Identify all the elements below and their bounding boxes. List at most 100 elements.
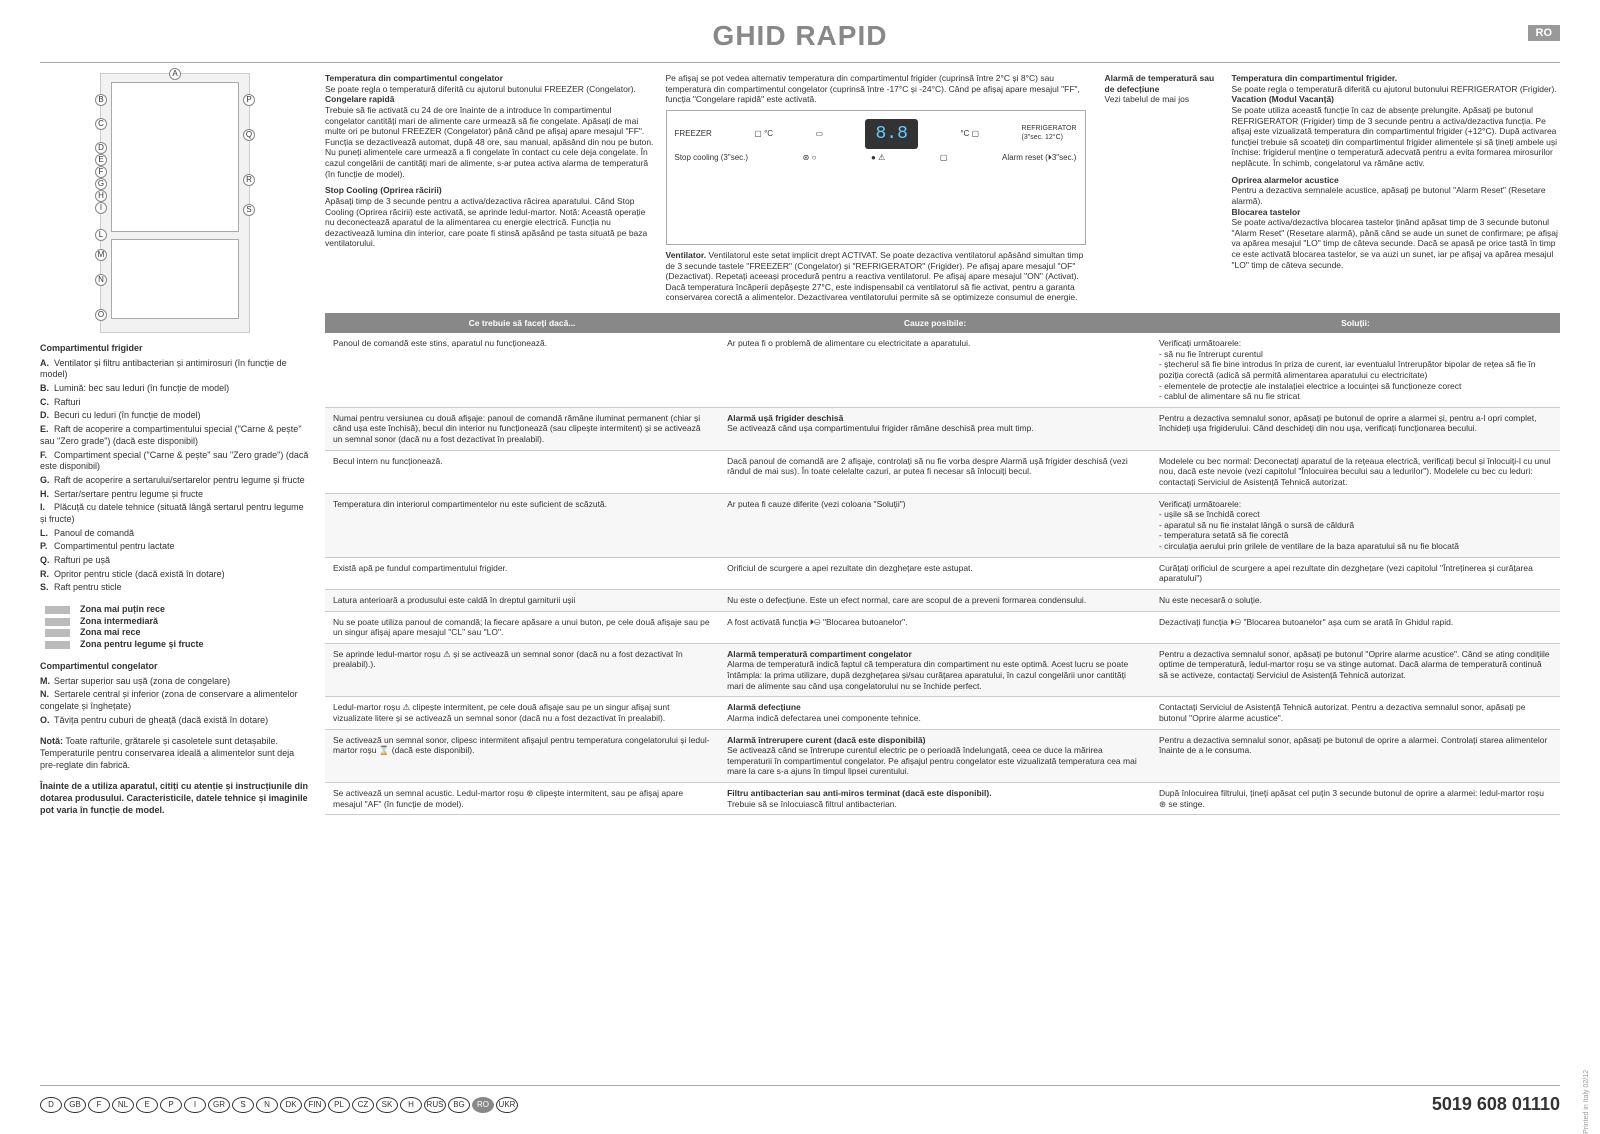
table-cell: Modelele cu bec normal: Deconectați apar… xyxy=(1151,450,1560,493)
troubleshooting-table: Ce trebuie să faceți dacă...Cauze posibi… xyxy=(325,313,1560,815)
table-cell: După înlocuirea filtrului, țineți apăsat… xyxy=(1151,783,1560,815)
lang-code: FIN xyxy=(304,1097,326,1113)
lang-code: I xyxy=(184,1097,206,1113)
lang-code: E xyxy=(136,1097,158,1113)
page-title: GHID RAPID xyxy=(40,20,1560,52)
table-cell: Pentru a dezactiva semnalul sonor, apăsa… xyxy=(1151,729,1560,783)
diagram-label: Q xyxy=(243,129,255,141)
hint: (3"sec. 12°C) xyxy=(1022,134,1063,141)
refrigerator-label: REFRIGERATOR xyxy=(1022,125,1077,132)
info-col1: Temperatura din compartimentul congelato… xyxy=(325,73,654,303)
table-header: Soluții: xyxy=(1151,313,1560,333)
body-text: Se poate utiliza această funcție în caz … xyxy=(1232,105,1561,169)
table-cell: Ledul-martor roșu ⚠ clipește intermitent… xyxy=(325,697,719,729)
heading: Temperatura din compartimentul frigider. xyxy=(1232,73,1561,84)
table-cell: Verificați următoarele:- ușile să se înc… xyxy=(1151,493,1560,557)
control-panel-diagram: FREEZER ▢ °C ▭ 8.8 °C ▢ REFRIGERATOR(3"s… xyxy=(666,110,1086,245)
heading: Temperatura din compartimentul congelato… xyxy=(325,73,654,84)
table-cell: Filtru antibacterian sau anti-miros term… xyxy=(719,783,1151,815)
lang-code: RUS xyxy=(424,1097,446,1113)
table-cell: Latura anterioară a produsului este cald… xyxy=(325,589,719,611)
list-item: M.Sertar superior sau ușă (zona de conge… xyxy=(40,676,310,688)
list-item: P.Compartimentul pentru lactate xyxy=(40,541,310,553)
diagram-label: A xyxy=(169,68,181,80)
list-item: F.Compartiment special ("Carne & pește" … xyxy=(40,450,310,473)
table-cell: Se activează un semnal acustic. Ledul-ma… xyxy=(325,783,719,815)
heading: Blocarea tastelor xyxy=(1232,207,1561,218)
body-text: Pe afișaj se pot vedea alternativ temper… xyxy=(666,73,1093,105)
list-item: H.Sertar/sertare pentru legume și fructe xyxy=(40,489,310,501)
lang-code: GB xyxy=(64,1097,86,1113)
section-title-freezer: Compartimentul congelator xyxy=(40,661,310,673)
lang-code: D xyxy=(40,1097,62,1113)
zone-label: Zona mai rece xyxy=(80,627,310,639)
table-row: Latura anterioară a produsului este cald… xyxy=(325,589,1560,611)
language-codes: DGBFNLEPIGRSNDKFINPLCZSKHRUSBGROUKR xyxy=(40,1097,520,1113)
diagram-label: S xyxy=(243,204,255,216)
lang-badge: RO xyxy=(1528,25,1561,41)
table-row: Nu se poate utiliza panoul de comandă; l… xyxy=(325,611,1560,643)
lang-code: F xyxy=(88,1097,110,1113)
table-cell: Nu se poate utiliza panoul de comandă; l… xyxy=(325,611,719,643)
lang-code: CZ xyxy=(352,1097,374,1113)
list-item: E.Raft de acoperire a compartimentului s… xyxy=(40,424,310,447)
heading: Vacation (Modul Vacanță) xyxy=(1232,94,1561,105)
list-item: I.Plăcuță cu datele tehnice (situată lân… xyxy=(40,502,310,525)
lang-code: BG xyxy=(448,1097,470,1113)
print-info: Printed in Italy 02/12 xyxy=(1583,1070,1590,1134)
document-number: 5019 608 01110 xyxy=(1432,1094,1560,1115)
list-item: D.Becuri cu leduri (în funcție de model) xyxy=(40,410,310,422)
table-header: Ce trebuie să faceți dacă... xyxy=(325,313,719,333)
lang-code: GR xyxy=(208,1097,230,1113)
ventilator-text: Ventilator. Ventilatorul este setat impl… xyxy=(666,250,1093,303)
lang-code: PL xyxy=(328,1097,350,1113)
table-row: Panoul de comandă este stins, aparatul n… xyxy=(325,333,1560,407)
lcd-display: 8.8 xyxy=(865,119,917,150)
info-col2: Pe afișaj se pot vedea alternativ temper… xyxy=(666,73,1093,303)
body-text: Trebuie să fie activată cu 24 de ore îna… xyxy=(325,105,654,179)
table-row: Există apă pe fundul compartimentului fr… xyxy=(325,557,1560,589)
footer: DGBFNLEPIGRSNDKFINPLCZSKHRUSBGROUKR 5019… xyxy=(40,1085,1560,1115)
list-item: G.Raft de acoperire a sertarului/sertare… xyxy=(40,475,310,487)
zone-label: Zona mai puțin rece xyxy=(80,604,310,616)
table-cell: Alarmă defecțiuneAlarma indică defectare… xyxy=(719,697,1151,729)
table-cell: Pentru a dezactiva semnalul sonor, apăsa… xyxy=(1151,643,1560,697)
table-row: Numai pentru versiunea cu două afișaje: … xyxy=(325,407,1560,450)
diagram-label: P xyxy=(243,94,255,106)
table-cell: A fost activată funcția ⏵⊖ "Blocarea but… xyxy=(719,611,1151,643)
heading: Congelare rapidă xyxy=(325,94,654,105)
info-col3: Alarmă de temperatură sau de defecțiune … xyxy=(1105,73,1220,303)
heading: Alarmă de temperatură sau de defecțiune xyxy=(1105,73,1220,94)
table-cell: Dacă panoul de comandă are 2 afișaje, co… xyxy=(719,450,1151,493)
list-item: L.Panoul de comandă xyxy=(40,528,310,540)
diagram-label: D xyxy=(95,142,107,154)
body-text: Vezi tabelul de mai jos xyxy=(1105,94,1220,105)
diagram-label: H xyxy=(95,190,107,202)
lang-code: UKR xyxy=(496,1097,518,1113)
diagram-label: O xyxy=(95,309,107,321)
table-cell: Orificiul de scurgere a apei rezultate d… xyxy=(719,557,1151,589)
table-cell: Temperatura din interiorul compartimente… xyxy=(325,493,719,557)
table-cell: Se aprinde ledul-martor roșu ⚠ și se act… xyxy=(325,643,719,697)
table-cell: Alarmă ușă frigider deschisăSe activează… xyxy=(719,407,1151,450)
diagram-label: G xyxy=(95,178,107,190)
table-row: Temperatura din interiorul compartimente… xyxy=(325,493,1560,557)
diagram-label: F xyxy=(95,166,107,178)
table-cell: Panoul de comandă este stins, aparatul n… xyxy=(325,333,719,407)
diagram-label: I xyxy=(95,202,107,214)
diagram-label: R xyxy=(243,174,255,186)
lang-code: P xyxy=(160,1097,182,1113)
info-row: Temperatura din compartimentul congelato… xyxy=(325,73,1560,303)
table-cell: Alarmă întrerupere curent (dacă este dis… xyxy=(719,729,1151,783)
section-title-fridge: Compartimentul frigider xyxy=(40,343,310,355)
table-cell: Verificați următoarele:- să nu fie între… xyxy=(1151,333,1560,407)
list-item: S.Raft pentru sticle xyxy=(40,582,310,594)
list-item: C.Rafturi xyxy=(40,397,310,409)
fridge-items-list: A.Ventilator și filtru antibacterian și … xyxy=(40,358,310,594)
info-col4: Temperatura din compartimentul frigider.… xyxy=(1232,73,1561,303)
heading: Oprirea alarmelor acustice xyxy=(1232,175,1561,186)
table-cell: Becul intern nu funcționează. xyxy=(325,450,719,493)
note-text: Notă: Toate rafturile, grătarele și caso… xyxy=(40,736,310,771)
lang-code: N xyxy=(256,1097,278,1113)
table-row: Ledul-martor roșu ⚠ clipește intermitent… xyxy=(325,697,1560,729)
